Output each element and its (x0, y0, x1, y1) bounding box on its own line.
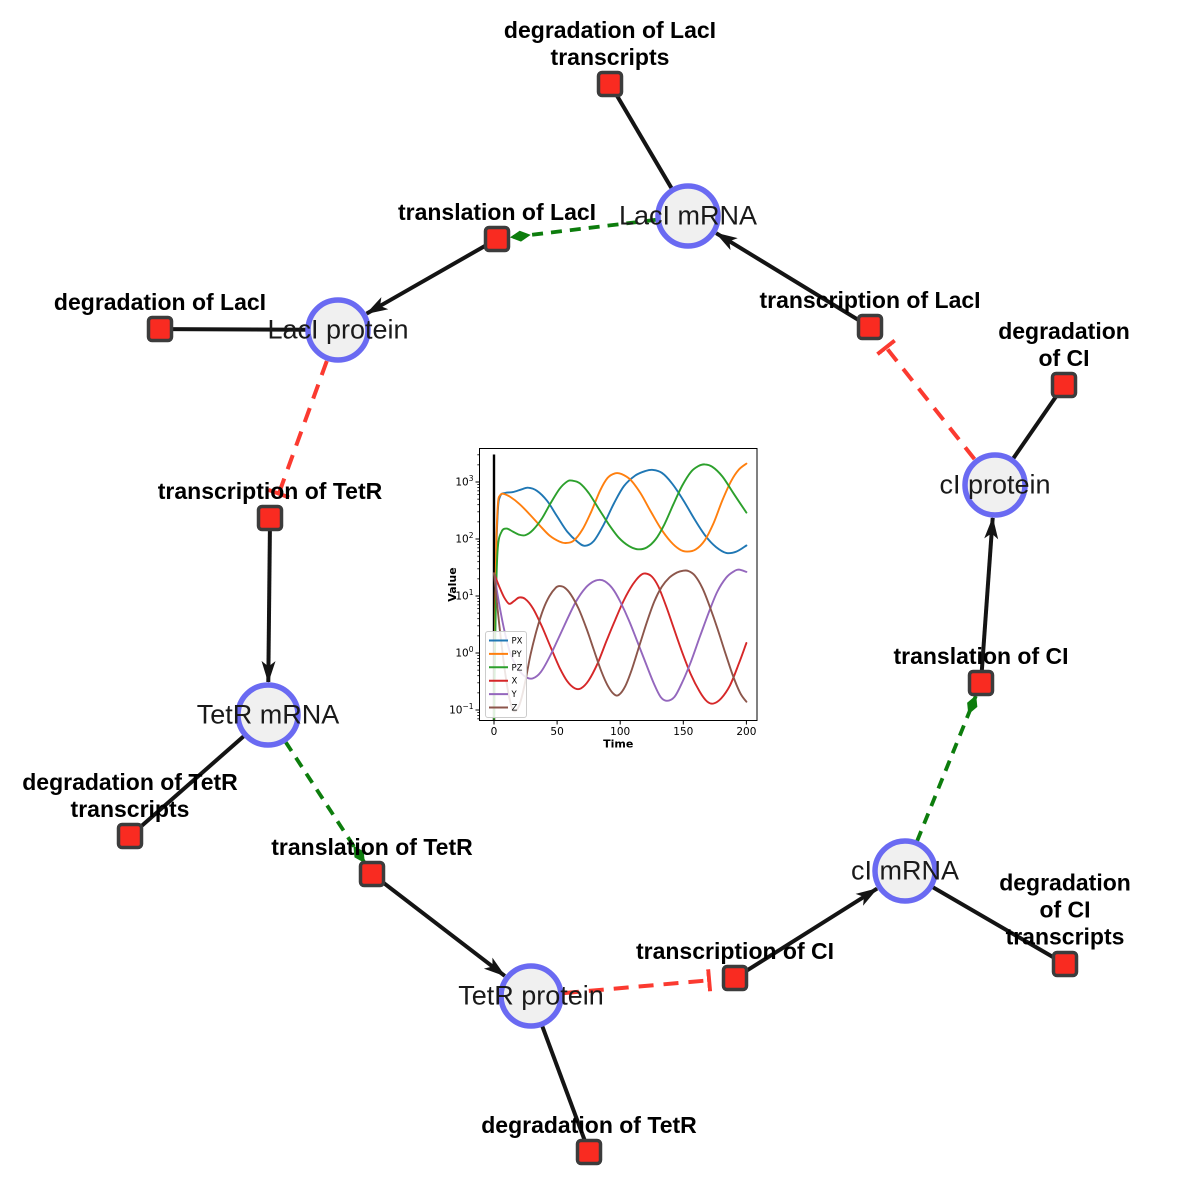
edge-catalysis-tetr-mrna-to-translation-of-tetr (283, 740, 366, 864)
edge-catalysis-ci-mrna-to-translation-of-ci (915, 695, 978, 843)
series-line-z (493, 569, 748, 713)
edge-production-translation-of-ci-to-ci-protein (979, 516, 999, 672)
legend-label-pz: PZ (512, 663, 523, 673)
reaction-node-transcription-of-ci[interactable] (721, 964, 749, 992)
series-line-py (493, 462, 748, 720)
reaction-node-translation-of-ci[interactable] (967, 669, 995, 697)
nodes-group (116, 70, 1079, 1166)
edge-consumption-tetr-mrna-to-degradation-of-tetr-transcripts (135, 733, 247, 832)
x-tick-label: 100 (610, 726, 630, 738)
species-node-ci-protein[interactable] (962, 452, 1028, 518)
series-line-px (493, 468, 748, 720)
edge-consumption-ci-protein-to-degradation-of-ci (1010, 391, 1061, 462)
edge-catalysis-laci-mrna-to-translation-of-laci (509, 217, 657, 242)
legend-label-x: X (512, 677, 518, 687)
x-tick-label: 200 (736, 726, 756, 738)
species-node-ci-mrna[interactable] (872, 838, 938, 904)
plot-area-border (479, 448, 758, 721)
edge-production-transcription-of-tetr-to-tetr-mrna (261, 529, 276, 683)
edge-inhibition-ci-protein-to-transcription-of-laci (876, 339, 977, 461)
series-line-pz (493, 463, 748, 720)
series-line-x (493, 572, 748, 705)
reaction-node-translation-of-tetr[interactable] (358, 860, 386, 888)
reaction-node-degradation-of-laci[interactable] (146, 315, 174, 343)
species-node-laci-protein[interactable] (305, 297, 371, 363)
reaction-node-degradation-of-laci-transcripts[interactable] (596, 70, 624, 98)
reaction-node-transcription-of-tetr[interactable] (256, 504, 284, 532)
reaction-node-degradation-of-tetr[interactable] (575, 1138, 603, 1166)
edge-inhibition-laci-protein-to-transcription-of-tetr (267, 360, 329, 500)
x-tick-label: 0 (491, 726, 498, 738)
edge-consumption-laci-mrna-to-degradation-of-laci-transcripts (612, 90, 675, 192)
y-tick-label: 10−1 (449, 702, 474, 717)
species-node-tetr-mrna[interactable] (235, 682, 301, 748)
reaction-node-degradation-of-tetr-transcripts[interactable] (116, 822, 144, 850)
edge-consumption-ci-mrna-to-degradation-of-ci-transcripts (929, 884, 1059, 962)
legend-label-py: PY (512, 650, 523, 660)
edge-production-transcription-of-ci-to-ci-mrna (744, 886, 879, 974)
y-axis-label: Value (446, 567, 459, 601)
reaction-node-transcription-of-laci[interactable] (856, 313, 884, 341)
x-tick-label: 50 (550, 726, 563, 738)
y-tick-label: 103 (455, 474, 473, 489)
species-node-laci-mrna[interactable] (655, 183, 721, 249)
edge-production-transcription-of-laci-to-laci-mrna (715, 231, 861, 323)
edges-group (135, 90, 1061, 1145)
x-axis-label: Time (603, 738, 633, 751)
edge-production-translation-of-tetr-to-tetr-protein (380, 879, 507, 978)
legend-label-px: PX (512, 637, 523, 647)
y-tick-label: 102 (455, 531, 473, 546)
edge-consumption-tetr-protein-to-degradation-of-tetr (539, 1023, 588, 1145)
chart-legend: PX PY PZ XYZ (485, 631, 527, 718)
legend-label-y: Y (511, 690, 518, 700)
legend-label-z: Z (512, 704, 518, 714)
edge-production-translation-of-laci-to-laci-protein (365, 243, 488, 316)
series-line-y (493, 568, 748, 702)
reaction-node-degradation-of-ci-transcripts[interactable] (1051, 950, 1079, 978)
edge-consumption-laci-protein-to-degradation-of-laci (168, 327, 309, 332)
species-node-tetr-protein[interactable] (498, 963, 564, 1029)
reaction-node-degradation-of-ci[interactable] (1050, 371, 1078, 399)
y-tick-label: 100 (455, 645, 473, 660)
x-tick-label: 150 (673, 726, 693, 738)
edge-inhibition-tetr-protein-to-transcription-of-ci (563, 969, 713, 996)
reaction-node-translation-of-laci[interactable] (483, 225, 511, 253)
simulation-chart: 10−1 100 101 102 103 0 50 100 150 200 Time Value PX P… (440, 435, 770, 765)
chart-series-group (492, 454, 748, 721)
